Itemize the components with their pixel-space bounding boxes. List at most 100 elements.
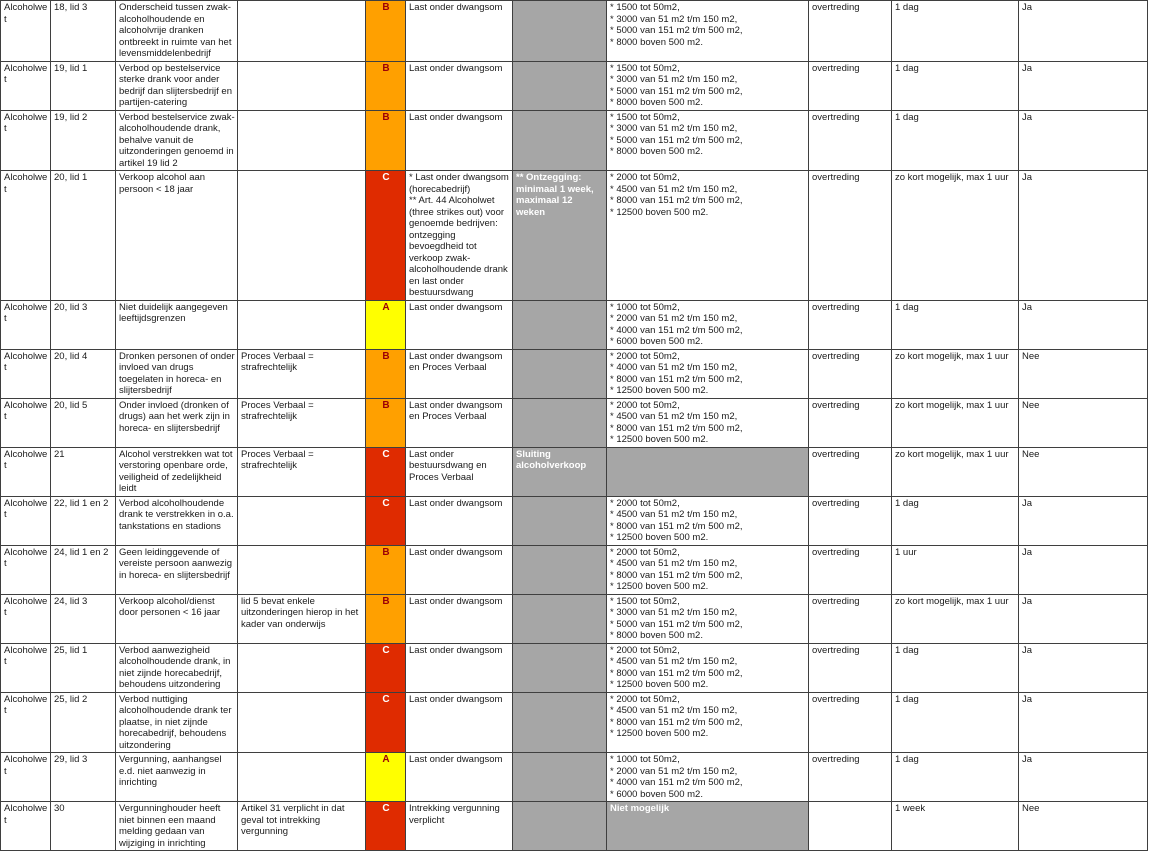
- cell-description[interactable]: Geen leidinggevende of vereiste persoon …: [115, 544, 238, 595]
- cell-violation-type[interactable]: overtreding: [808, 446, 892, 497]
- cell-description[interactable]: Verkoop alcohol aan persoon < 18 jaar: [115, 170, 238, 301]
- cell-category[interactable]: C: [365, 691, 406, 753]
- cell-ja-nee[interactable]: Ja: [1018, 752, 1148, 802]
- cell-amounts[interactable]: * 1000 tot 50m2, * 2000 van 51 m2 t/m 15…: [606, 299, 809, 350]
- cell-amounts[interactable]: Niet mogelijk: [606, 801, 809, 851]
- cell-violation-type[interactable]: [808, 801, 892, 851]
- cell-category[interactable]: A: [365, 752, 406, 802]
- cell-ja-nee[interactable]: Ja: [1018, 593, 1148, 644]
- cell-law-name[interactable]: Alcoholwet: [0, 348, 51, 399]
- cell-amounts[interactable]: * 2000 tot 50m2, * 4500 van 51 m2 t/m 15…: [606, 170, 809, 301]
- cell-article[interactable]: 24, lid 1 en 2: [50, 544, 116, 595]
- cell-description[interactable]: Verkoop alcohol/dienst door personen < 1…: [115, 593, 238, 644]
- cell-category[interactable]: B: [365, 397, 406, 448]
- cell-description[interactable]: Alcohol verstrekken wat tot verstoring o…: [115, 446, 238, 497]
- cell-ja-nee[interactable]: Nee: [1018, 801, 1148, 851]
- cell-category[interactable]: B: [365, 593, 406, 644]
- cell-ja-nee[interactable]: Ja: [1018, 60, 1148, 111]
- cell-sanction[interactable]: * Last onder dwangsom (horecabedrijf) **…: [405, 170, 513, 301]
- cell-special-note[interactable]: [512, 642, 607, 693]
- cell-violation-type[interactable]: overtreding: [808, 642, 892, 693]
- cell-description[interactable]: Vergunning, aanhangsel e.d. niet aanwezi…: [115, 752, 238, 802]
- cell-law-name[interactable]: Alcoholwet: [0, 642, 51, 693]
- cell-sanction[interactable]: Last onder dwangsom: [405, 691, 513, 753]
- cell-special-note[interactable]: [512, 801, 607, 851]
- cell-duration[interactable]: zo kort mogelijk, max 1 uur: [891, 170, 1019, 301]
- cell-remark[interactable]: [237, 109, 366, 171]
- cell-article[interactable]: 30: [50, 801, 116, 851]
- cell-duration[interactable]: zo kort mogelijk, max 1 uur: [891, 348, 1019, 399]
- cell-sanction[interactable]: Last onder dwangsom en Proces Verbaal: [405, 348, 513, 399]
- cell-amounts[interactable]: * 1500 tot 50m2, * 3000 van 51 m2 t/m 15…: [606, 593, 809, 644]
- cell-sanction[interactable]: Last onder dwangsom: [405, 299, 513, 350]
- cell-duration[interactable]: zo kort mogelijk, max 1 uur: [891, 446, 1019, 497]
- cell-violation-type[interactable]: overtreding: [808, 299, 892, 350]
- cell-description[interactable]: Dronken personen of onder invloed van dr…: [115, 348, 238, 399]
- cell-article[interactable]: 24, lid 3: [50, 593, 116, 644]
- cell-sanction[interactable]: Last onder dwangsom: [405, 642, 513, 693]
- cell-sanction[interactable]: Last onder dwangsom: [405, 495, 513, 546]
- cell-sanction[interactable]: Last onder bestuursdwang en Proces Verba…: [405, 446, 513, 497]
- cell-amounts[interactable]: * 2000 tot 50m2, * 4500 van 51 m2 t/m 15…: [606, 642, 809, 693]
- cell-ja-nee[interactable]: Nee: [1018, 446, 1148, 497]
- cell-ja-nee[interactable]: Ja: [1018, 0, 1148, 62]
- cell-sanction[interactable]: Last onder dwangsom: [405, 0, 513, 62]
- cell-category[interactable]: C: [365, 170, 406, 301]
- cell-ja-nee[interactable]: Nee: [1018, 397, 1148, 448]
- cell-description[interactable]: Verbod bestelservice zwak-alcoholhoudend…: [115, 109, 238, 171]
- cell-duration[interactable]: 1 dag: [891, 60, 1019, 111]
- cell-amounts[interactable]: * 2000 tot 50m2, * 4500 van 51 m2 t/m 15…: [606, 691, 809, 753]
- cell-special-note[interactable]: [512, 0, 607, 62]
- cell-sanction[interactable]: Last onder dwangsom: [405, 544, 513, 595]
- cell-law-name[interactable]: Alcoholwet: [0, 60, 51, 111]
- cell-article[interactable]: 20, lid 4: [50, 348, 116, 399]
- cell-sanction[interactable]: Last onder dwangsom en Proces Verbaal: [405, 397, 513, 448]
- cell-amounts[interactable]: * 1500 tot 50m2, * 3000 van 51 m2 t/m 15…: [606, 0, 809, 62]
- cell-description[interactable]: Onder invloed (dronken of drugs) aan het…: [115, 397, 238, 448]
- cell-special-note[interactable]: ** Ontzegging: minimaal 1 week, maximaal…: [512, 170, 607, 301]
- cell-category[interactable]: B: [365, 544, 406, 595]
- cell-law-name[interactable]: Alcoholwet: [0, 0, 51, 62]
- cell-category[interactable]: B: [365, 60, 406, 111]
- cell-amounts[interactable]: * 1500 tot 50m2, * 3000 van 51 m2 t/m 15…: [606, 60, 809, 111]
- cell-duration[interactable]: 1 dag: [891, 299, 1019, 350]
- cell-amounts[interactable]: * 1000 tot 50m2, * 2000 van 51 m2 t/m 15…: [606, 752, 809, 802]
- cell-remark[interactable]: Proces Verbaal = strafrechtelijk: [237, 348, 366, 399]
- cell-special-note[interactable]: [512, 397, 607, 448]
- cell-category[interactable]: B: [365, 348, 406, 399]
- cell-sanction[interactable]: Last onder dwangsom: [405, 60, 513, 111]
- cell-duration[interactable]: 1 uur: [891, 544, 1019, 595]
- cell-description[interactable]: Verbod nuttiging alcoholhoudende drank t…: [115, 691, 238, 753]
- cell-violation-type[interactable]: overtreding: [808, 593, 892, 644]
- cell-violation-type[interactable]: overtreding: [808, 170, 892, 301]
- cell-ja-nee[interactable]: Ja: [1018, 691, 1148, 753]
- cell-duration[interactable]: 1 dag: [891, 0, 1019, 62]
- cell-article[interactable]: 25, lid 1: [50, 642, 116, 693]
- cell-amounts[interactable]: * 1500 tot 50m2, * 3000 van 51 m2 t/m 15…: [606, 109, 809, 171]
- cell-remark[interactable]: Proces Verbaal = strafrechtelijk: [237, 446, 366, 497]
- cell-special-note[interactable]: [512, 752, 607, 802]
- cell-remark[interactable]: [237, 0, 366, 62]
- cell-duration[interactable]: 1 dag: [891, 691, 1019, 753]
- cell-special-note[interactable]: [512, 691, 607, 753]
- cell-violation-type[interactable]: overtreding: [808, 0, 892, 62]
- cell-sanction[interactable]: Intrekking vergunning verplicht: [405, 801, 513, 851]
- cell-article[interactable]: 29, lid 3: [50, 752, 116, 802]
- cell-ja-nee[interactable]: Nee: [1018, 348, 1148, 399]
- cell-law-name[interactable]: Alcoholwet: [0, 752, 51, 802]
- cell-ja-nee[interactable]: Ja: [1018, 495, 1148, 546]
- cell-remark[interactable]: [237, 642, 366, 693]
- cell-sanction[interactable]: Last onder dwangsom: [405, 752, 513, 802]
- cell-violation-type[interactable]: overtreding: [808, 752, 892, 802]
- cell-violation-type[interactable]: overtreding: [808, 109, 892, 171]
- cell-duration[interactable]: zo kort mogelijk, max 1 uur: [891, 593, 1019, 644]
- cell-category[interactable]: B: [365, 0, 406, 62]
- cell-remark[interactable]: lid 5 bevat enkele uitzonderingen hierop…: [237, 593, 366, 644]
- cell-special-note[interactable]: [512, 299, 607, 350]
- cell-description[interactable]: Vergunninghouder heeft niet binnen een m…: [115, 801, 238, 851]
- cell-amounts[interactable]: * 2000 tot 50m2, * 4000 van 51 m2 t/m 15…: [606, 348, 809, 399]
- cell-article[interactable]: 20, lid 3: [50, 299, 116, 350]
- cell-duration[interactable]: 1 dag: [891, 495, 1019, 546]
- cell-category[interactable]: B: [365, 109, 406, 171]
- cell-special-note[interactable]: Sluiting alcoholverkoop: [512, 446, 607, 497]
